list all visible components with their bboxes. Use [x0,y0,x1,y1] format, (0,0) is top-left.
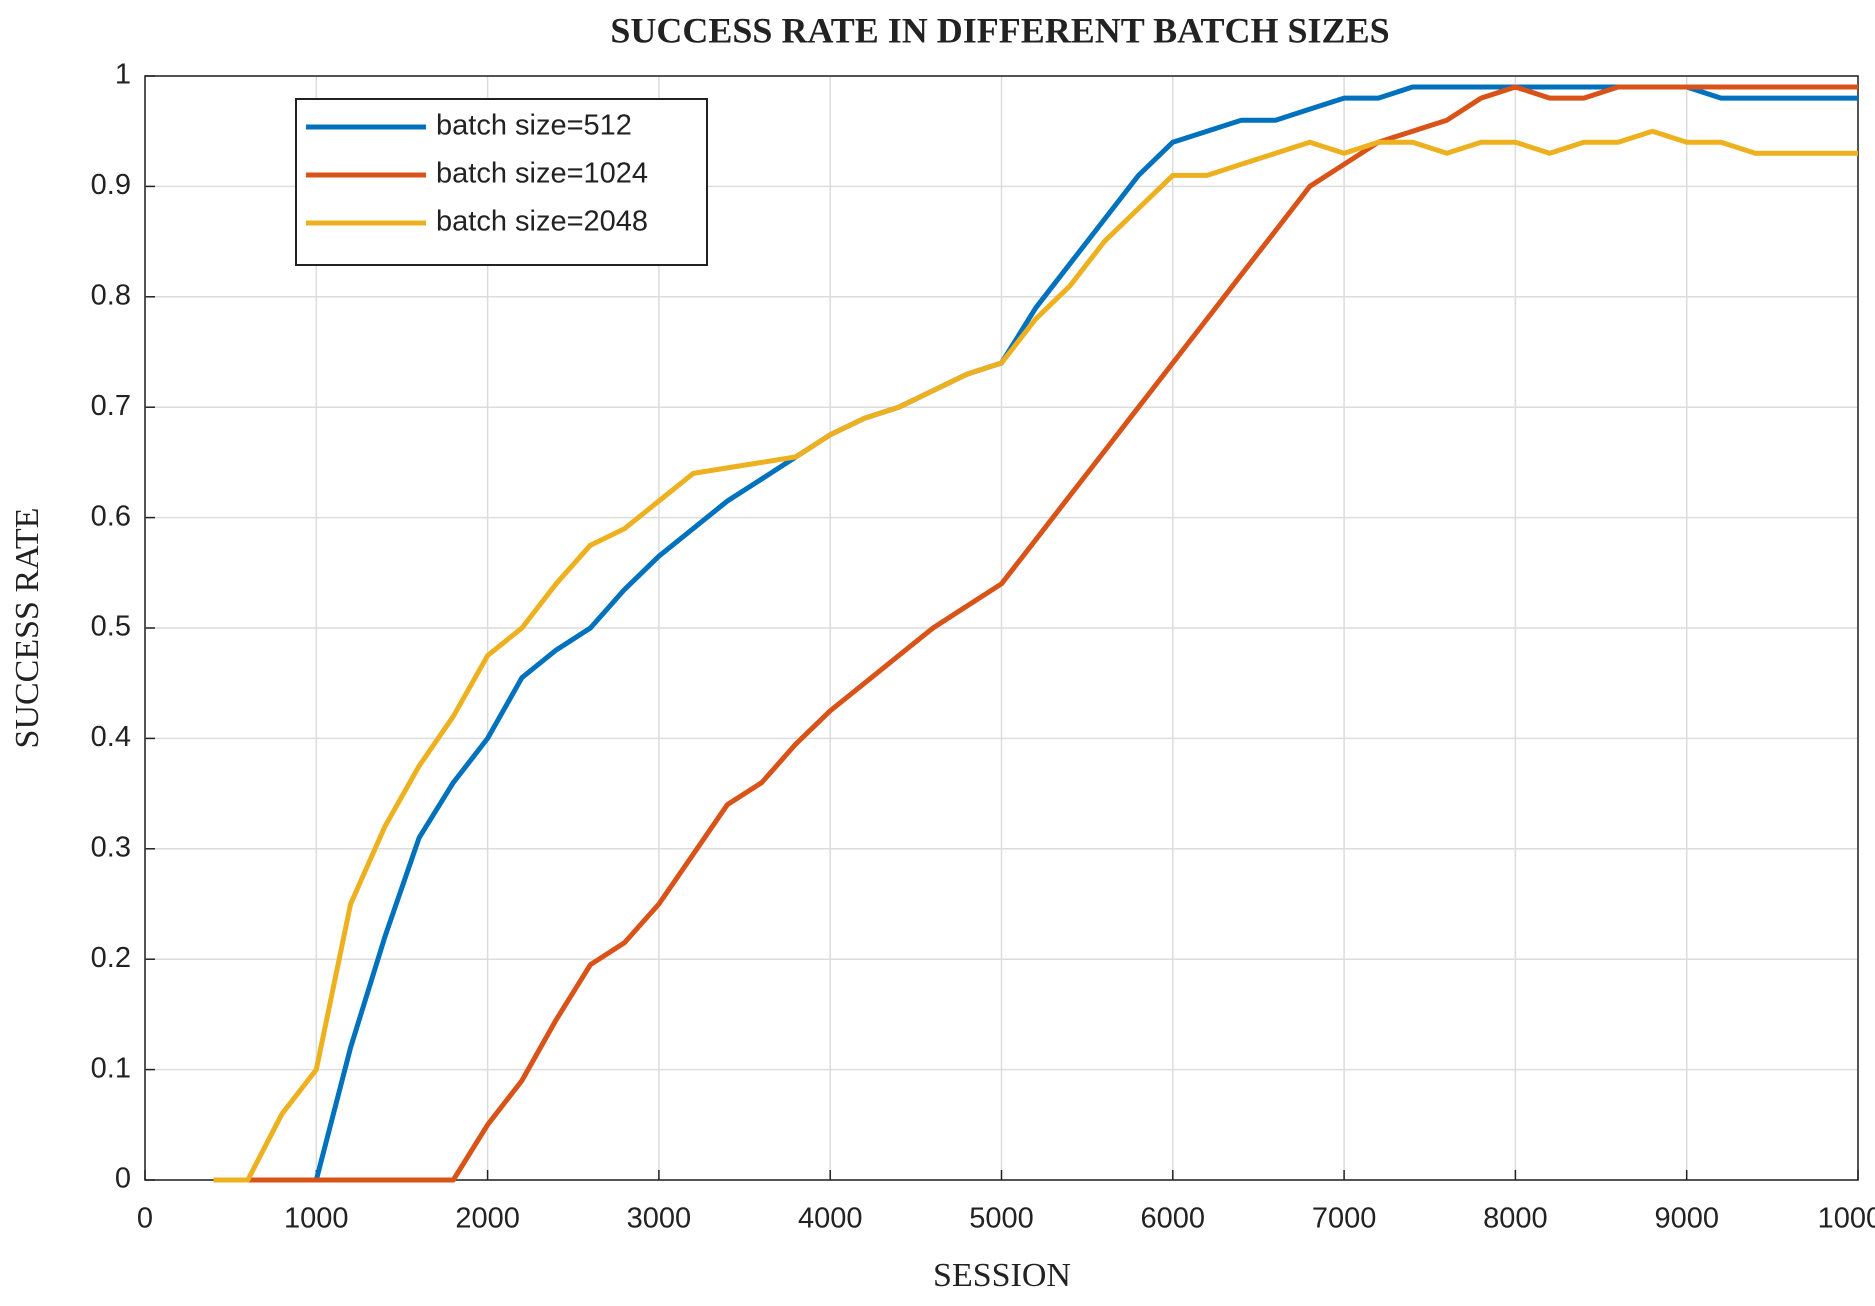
y-tick-label: 0 [115,1163,131,1195]
chart-title: SUCCESS RATE IN DIFFERENT BATCH SIZES [610,10,1389,50]
x-tick-label: 8000 [1483,1203,1548,1235]
x-tick-label: 6000 [1141,1203,1206,1235]
x-tick-label: 0 [137,1203,153,1235]
y-tick-label: 0.7 [91,390,131,422]
y-tick-label: 0.9 [91,169,131,201]
y-tick-label: 0.1 [91,1052,131,1084]
y-tick-label: 0.5 [91,611,131,643]
legend-label: batch size=1024 [436,158,648,190]
y-tick-label: 0.2 [91,942,131,974]
x-tick-label: 3000 [627,1203,692,1235]
legend-label: batch size=512 [436,110,632,142]
series-line [247,84,1858,1183]
x-tick-label: 1000 [284,1203,349,1235]
plot-frame [144,75,1859,1181]
series-line [313,84,1858,1181]
y-tick-label: 0.3 [91,831,131,863]
x-tick-label: 5000 [969,1203,1034,1235]
x-tick-label: 2000 [455,1203,520,1235]
x-tick-label: 9000 [1654,1203,1719,1235]
x-tick-label: 4000 [798,1203,863,1235]
x-tick-label: 7000 [1312,1203,1377,1235]
legend-label: batch size=2048 [436,206,648,238]
legend: batch size=512 batch size=1024 batch size=… [295,98,708,266]
y-tick-label: 0.8 [91,279,131,311]
y-axis-label: SUCCESS RATE [9,508,46,749]
y-tick-label: 0.6 [91,500,131,532]
x-axis-label: SESSION [933,1257,1071,1294]
y-tick-label: 1 [115,59,131,91]
series-line [213,128,1858,1183]
x-tick-label: 10000 [1818,1203,1875,1235]
y-tick-label: 0.4 [91,721,131,753]
